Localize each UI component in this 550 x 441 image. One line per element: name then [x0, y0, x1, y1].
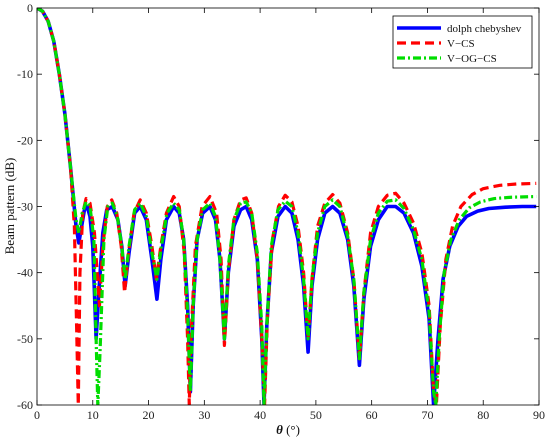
y-axis-label: Beam pattern (dB): [2, 158, 17, 255]
x-tick-label: 90: [533, 408, 545, 422]
y-tick-label: 0: [27, 1, 33, 15]
x-tick-label: 60: [366, 408, 378, 422]
y-axis-ticks: 0 -10 -20 -30 -40 -50 -60: [17, 1, 539, 412]
y-tick-label: -50: [17, 332, 33, 346]
y-tick-label: -10: [17, 67, 33, 81]
legend-label-2: V−OG−CS: [447, 53, 497, 65]
y-tick-label: -30: [17, 200, 33, 214]
legend-label-0: dolph chebyshev: [447, 23, 522, 35]
y-tick-label: -40: [17, 266, 33, 280]
y-tick-label: -60: [17, 398, 33, 412]
x-axis-symbol: θ: [276, 422, 283, 437]
x-axis-ticks: 0 10 20 30 40 50 60 70 80 90: [34, 8, 545, 422]
x-tick-label: 80: [477, 408, 489, 422]
x-tick-label: 20: [143, 408, 155, 422]
x-axis-unit: (°): [283, 422, 300, 437]
x-tick-label: 0: [34, 408, 40, 422]
x-tick-label: 10: [87, 408, 99, 422]
x-axis-label: θ (°): [276, 422, 300, 437]
legend-label-1: V−CS: [447, 38, 475, 50]
legend: dolph chebyshev V−CS V−OG−CS: [392, 15, 533, 69]
x-tick-label: 70: [421, 408, 433, 422]
x-tick-label: 50: [310, 408, 322, 422]
series-layer: [37, 8, 537, 405]
series-line-2: [37, 8, 537, 405]
y-tick-label: -20: [17, 133, 33, 147]
x-tick-label: 40: [254, 408, 266, 422]
x-tick-label: 30: [198, 408, 210, 422]
